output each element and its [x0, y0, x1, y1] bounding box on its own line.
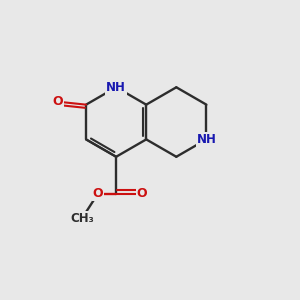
Text: O: O: [53, 95, 63, 108]
Text: CH₃: CH₃: [70, 212, 94, 225]
Text: O: O: [137, 187, 147, 200]
Text: NH: NH: [106, 81, 126, 94]
Text: NH: NH: [196, 133, 216, 146]
Text: O: O: [93, 187, 103, 200]
